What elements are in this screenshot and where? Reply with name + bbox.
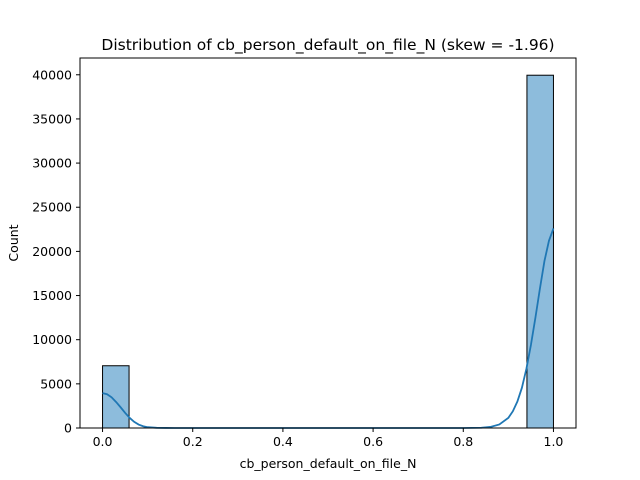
y-tick-label-4: 20000 bbox=[32, 244, 72, 259]
y-tick-label-7: 35000 bbox=[32, 111, 72, 126]
y-tick-label-0: 0 bbox=[64, 421, 72, 436]
x-axis-label: cb_person_default_on_file_N bbox=[240, 456, 417, 471]
y-tick-label-6: 30000 bbox=[32, 156, 72, 171]
x-tick-label-3: 0.6 bbox=[363, 434, 383, 449]
y-tick-label-5: 25000 bbox=[32, 200, 72, 215]
y-tick-label-2: 10000 bbox=[32, 332, 72, 347]
x-tick-label-1: 0.2 bbox=[183, 434, 203, 449]
y-tick-label-3: 15000 bbox=[32, 288, 72, 303]
y-axis-label: Count bbox=[6, 224, 21, 261]
histogram-bar-0 bbox=[102, 365, 130, 429]
histogram-bar-1 bbox=[526, 74, 554, 429]
y-tick-label-1: 5000 bbox=[40, 376, 72, 391]
x-tick-label-2: 0.4 bbox=[273, 434, 293, 449]
y-tick-label-8: 40000 bbox=[32, 67, 72, 82]
histogram-bars bbox=[102, 74, 554, 429]
kde-line bbox=[102, 228, 555, 429]
x-axis-ticks: 0.0 0.2 0.4 0.6 0.8 1.0 bbox=[93, 428, 564, 449]
axes bbox=[79, 57, 577, 429]
x-tick-label-4: 0.8 bbox=[453, 434, 473, 449]
plot-frame bbox=[79, 57, 577, 429]
x-tick-label-0: 0.0 bbox=[93, 434, 113, 449]
x-tick-label-5: 1.0 bbox=[544, 434, 564, 449]
y-axis-ticks: 0 5000 10000 15000 20000 25000 30000 35000 40000 bbox=[32, 67, 80, 436]
chart-title: Distribution of cb_person_default_on_fil… bbox=[101, 36, 554, 55]
